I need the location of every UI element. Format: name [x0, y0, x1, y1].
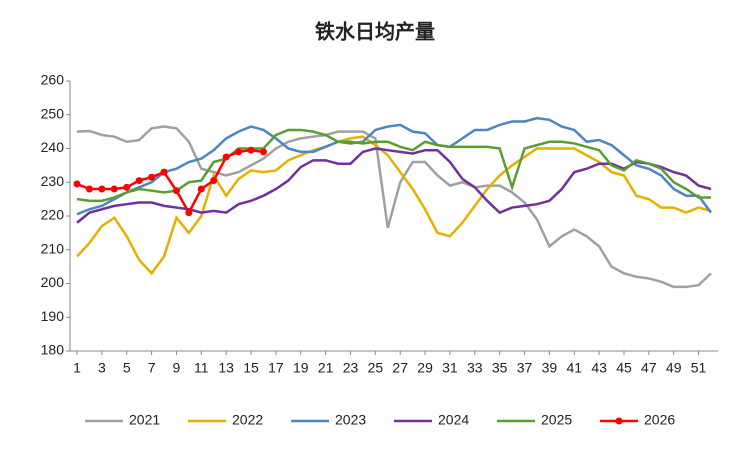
legend-label: 2023 [335, 412, 366, 428]
y-tick-label: 210 [41, 240, 65, 256]
legend-label: 2025 [541, 412, 572, 428]
series-marker [73, 180, 81, 188]
chart-title: 铁水日均产量 [315, 19, 435, 43]
series-marker [110, 185, 118, 193]
x-tick-label: 37 [517, 360, 533, 376]
y-tick-label: 250 [41, 105, 65, 121]
x-tick-label: 1 [73, 360, 81, 376]
y-tick-label: 190 [41, 308, 65, 324]
x-tick-label: 15 [243, 360, 259, 376]
legend-label: 2024 [438, 412, 469, 428]
legend-label: 2021 [129, 412, 160, 428]
series-marker [235, 148, 243, 156]
series-marker [222, 153, 230, 161]
x-tick-label: 49 [666, 360, 682, 376]
series-marker [259, 148, 267, 156]
x-tick-label: 31 [442, 360, 458, 376]
x-tick-label: 51 [691, 360, 707, 376]
x-tick-label: 13 [218, 360, 234, 376]
series-marker [148, 173, 156, 181]
x-tick-label: 19 [293, 360, 309, 376]
y-tick-label: 260 [41, 72, 65, 88]
series-line [76, 128, 711, 203]
legend-label: 2026 [644, 412, 675, 428]
legend-label: 2022 [232, 412, 263, 428]
y-tick-label: 220 [41, 207, 65, 223]
x-tick-label: 25 [368, 360, 384, 376]
series-line [76, 135, 712, 276]
legend-marker [615, 417, 623, 425]
series-marker [172, 187, 180, 195]
x-tick-label: 45 [616, 360, 632, 376]
x-tick-label: 11 [194, 360, 209, 376]
x-tick-label: 5 [123, 360, 131, 376]
y-tick-label: 180 [41, 342, 65, 358]
series-marker [247, 146, 255, 154]
x-tick-label: 41 [566, 360, 582, 376]
series-marker [123, 183, 131, 191]
x-tick-label: 21 [318, 360, 334, 376]
series-line [76, 125, 712, 289]
series-marker [210, 177, 218, 185]
series-marker [160, 168, 168, 176]
x-tick-label: 17 [268, 360, 284, 376]
x-tick-label: 7 [148, 360, 156, 376]
x-tick-label: 47 [641, 360, 657, 376]
x-tick-label: 35 [492, 360, 508, 376]
series-marker [98, 185, 106, 193]
x-tick-label: 39 [542, 360, 558, 376]
series-line [76, 147, 712, 224]
series-line [76, 148, 264, 216]
series-line [76, 116, 713, 216]
x-tick-label: 29 [417, 360, 433, 376]
x-tick-label: 33 [467, 360, 483, 376]
x-tick-label: 9 [173, 360, 181, 376]
x-tick-label: 27 [392, 360, 408, 376]
series-marker [185, 209, 193, 217]
y-tick-label: 230 [41, 173, 65, 189]
y-tick-label: 200 [41, 274, 65, 290]
y-tick-label: 240 [41, 139, 65, 155]
series-marker [197, 185, 205, 193]
x-tick-label: 3 [98, 360, 106, 376]
x-tick-label: 23 [343, 360, 359, 376]
series-marker [135, 177, 143, 185]
x-tick-label: 43 [591, 360, 607, 376]
series-marker [85, 185, 93, 193]
